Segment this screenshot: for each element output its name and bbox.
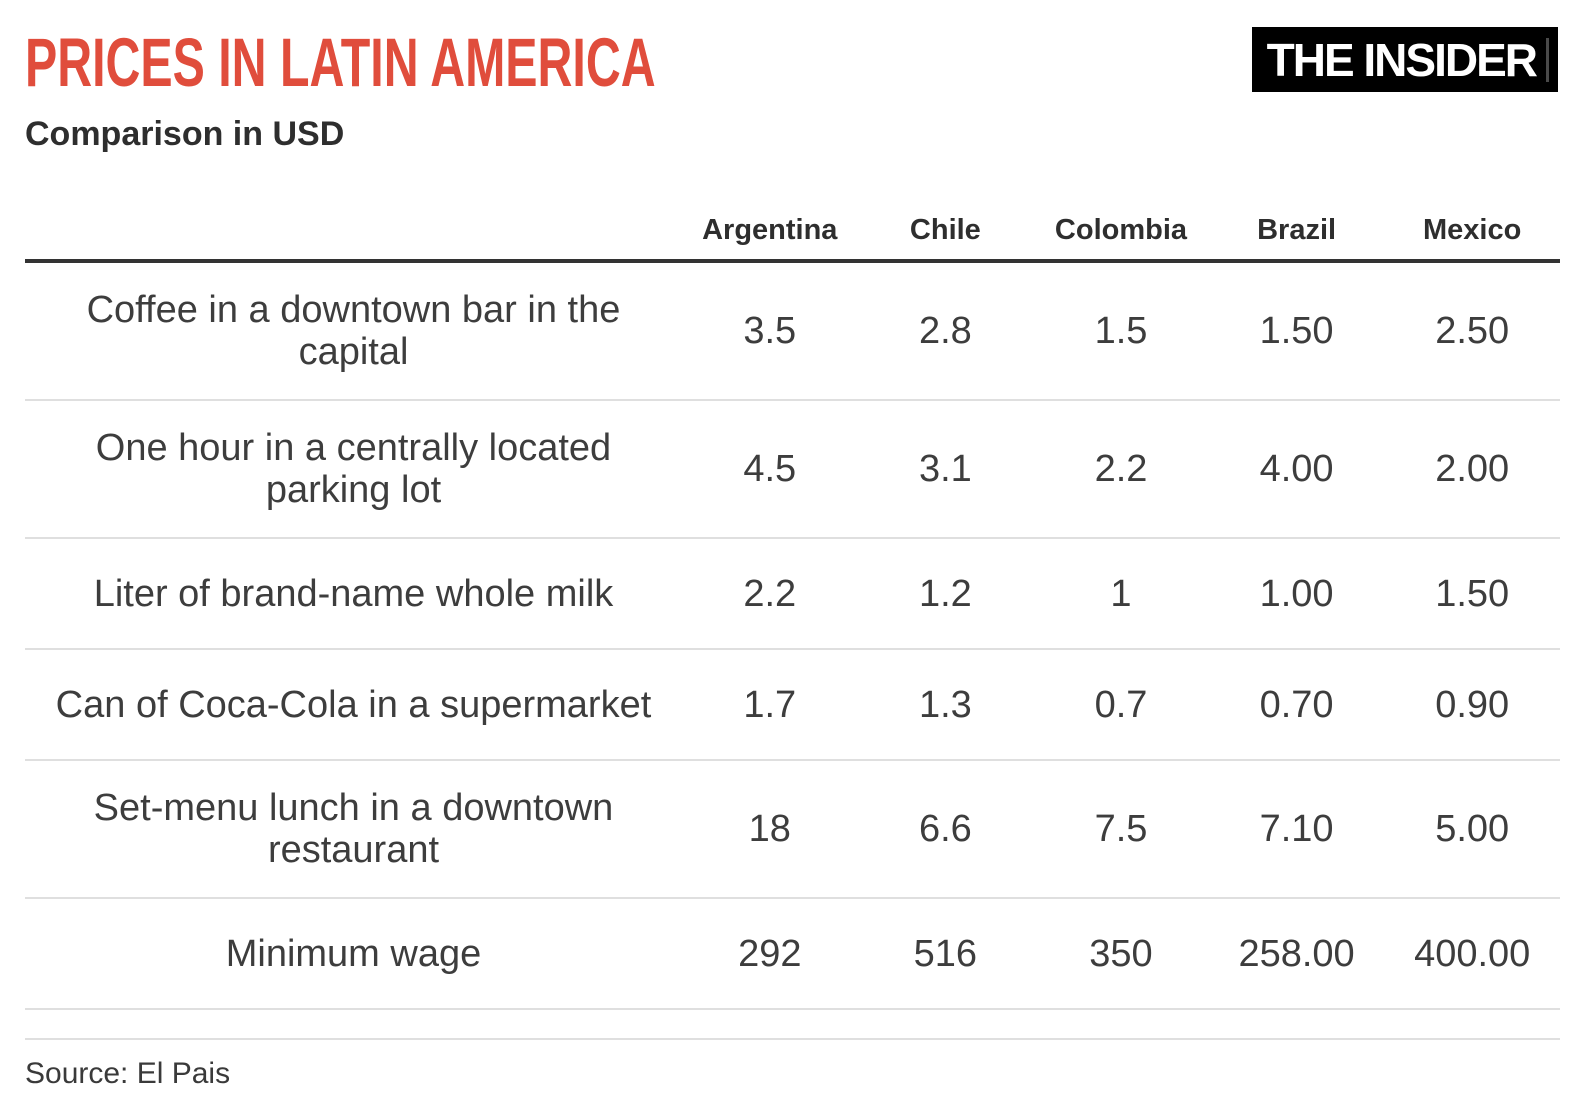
price-cell-colombia: 350: [1089, 932, 1153, 975]
page-title: PRICES IN LATIN AMERICA: [25, 24, 656, 101]
price-cell-colombia: 1: [1110, 572, 1132, 615]
price-cell-chile: 1.2: [918, 572, 972, 615]
price-cell-mexico: 0.90: [1435, 683, 1510, 726]
row-label: Set-menu lunch in a downtown restaurant: [93, 787, 614, 871]
price-cell-argentina: 4.5: [743, 448, 797, 490]
price-cell-chile: 516: [913, 932, 978, 975]
price-cell-argentina: 3.5: [743, 310, 797, 352]
table-row: Minimum wage 292 516 350 258.00 400.00: [25, 899, 1560, 1010]
masthead: PRICES IN LATIN AMERICA Comparison in US…: [25, 0, 1560, 151]
column-header-brazil: Brazil: [1257, 214, 1337, 246]
price-cell-chile: 1.3: [918, 683, 972, 726]
price-cell-mexico: 2.00: [1435, 448, 1510, 490]
table-row: Liter of brand-name whole milk 2.2 1.2 1 1.0…: [25, 539, 1560, 650]
table-body: Coffee in a downtown bar in the capital 3…: [25, 263, 1560, 1010]
row-label: Liter of brand-name whole milk: [93, 572, 614, 615]
price-cell-colombia: 0.7: [1094, 683, 1148, 726]
column-header-mexico: Mexico: [1423, 214, 1522, 246]
price-cell-mexico: 1.50: [1435, 572, 1510, 615]
price-cell-mexico: 5.00: [1435, 808, 1510, 850]
the-insider-logo: THE INSIDER: [1251, 27, 1558, 92]
row-label: Minimum wage: [225, 932, 482, 975]
table-row: Coffee in a downtown bar in the capital 3…: [25, 263, 1560, 401]
price-cell-argentina: 2.2: [743, 572, 797, 615]
column-header-colombia: Colombia: [1054, 214, 1188, 246]
column-header-argentina: Argentina: [702, 214, 838, 246]
column-header-chile: Chile: [909, 214, 981, 246]
prices-table: Argentina Chile Colombia Brazil Mexico Coffe…: [25, 197, 1560, 1040]
row-label: Can of Coca-Cola in a supermarket: [55, 683, 652, 726]
price-cell-mexico: 2.50: [1435, 310, 1510, 352]
price-cell-argentina: 292: [738, 932, 802, 975]
table-row: One hour in a centrally located parking …: [25, 401, 1560, 539]
price-cell-brazil: 0.70: [1259, 683, 1334, 726]
price-cell-chile: 6.6: [918, 808, 972, 850]
table-row: Can of Coca-Cola in a supermarket 1.7 1.3 0…: [25, 650, 1560, 761]
price-cell-brazil: 7.10: [1259, 808, 1334, 850]
price-cell-mexico: 400.00: [1414, 932, 1531, 975]
price-cell-chile: 2.8: [918, 310, 972, 352]
price-cell-argentina: 18: [748, 808, 791, 850]
page-subtitle: Comparison in USD: [25, 115, 345, 153]
price-cell-colombia: 7.5: [1094, 808, 1148, 850]
source-note: Source: El Pais: [25, 1057, 231, 1090]
logo-text: THE INSIDER: [1266, 33, 1538, 86]
price-cell-brazil: 1.50: [1259, 310, 1334, 352]
logo-cursor-bar: [1546, 37, 1549, 82]
price-cell-colombia: 2.2: [1094, 448, 1148, 490]
price-cell-brazil: 1.00: [1259, 572, 1334, 615]
price-cell-colombia: 1.5: [1094, 310, 1148, 352]
table-row: Set-menu lunch in a downtown restaurant 1…: [25, 761, 1560, 899]
row-label: Coffee in a downtown bar in the capital: [86, 289, 621, 373]
price-cell-argentina: 1.7: [743, 683, 797, 726]
table-header-row: Argentina Chile Colombia Brazil Mexico: [25, 197, 1560, 263]
row-label: One hour in a centrally located parking …: [95, 427, 612, 511]
price-cell-brazil: 258.00: [1238, 932, 1355, 975]
price-cell-chile: 3.1: [918, 448, 972, 490]
price-cell-brazil: 4.00: [1259, 448, 1334, 490]
table-footer-spacer: [25, 1010, 1560, 1040]
